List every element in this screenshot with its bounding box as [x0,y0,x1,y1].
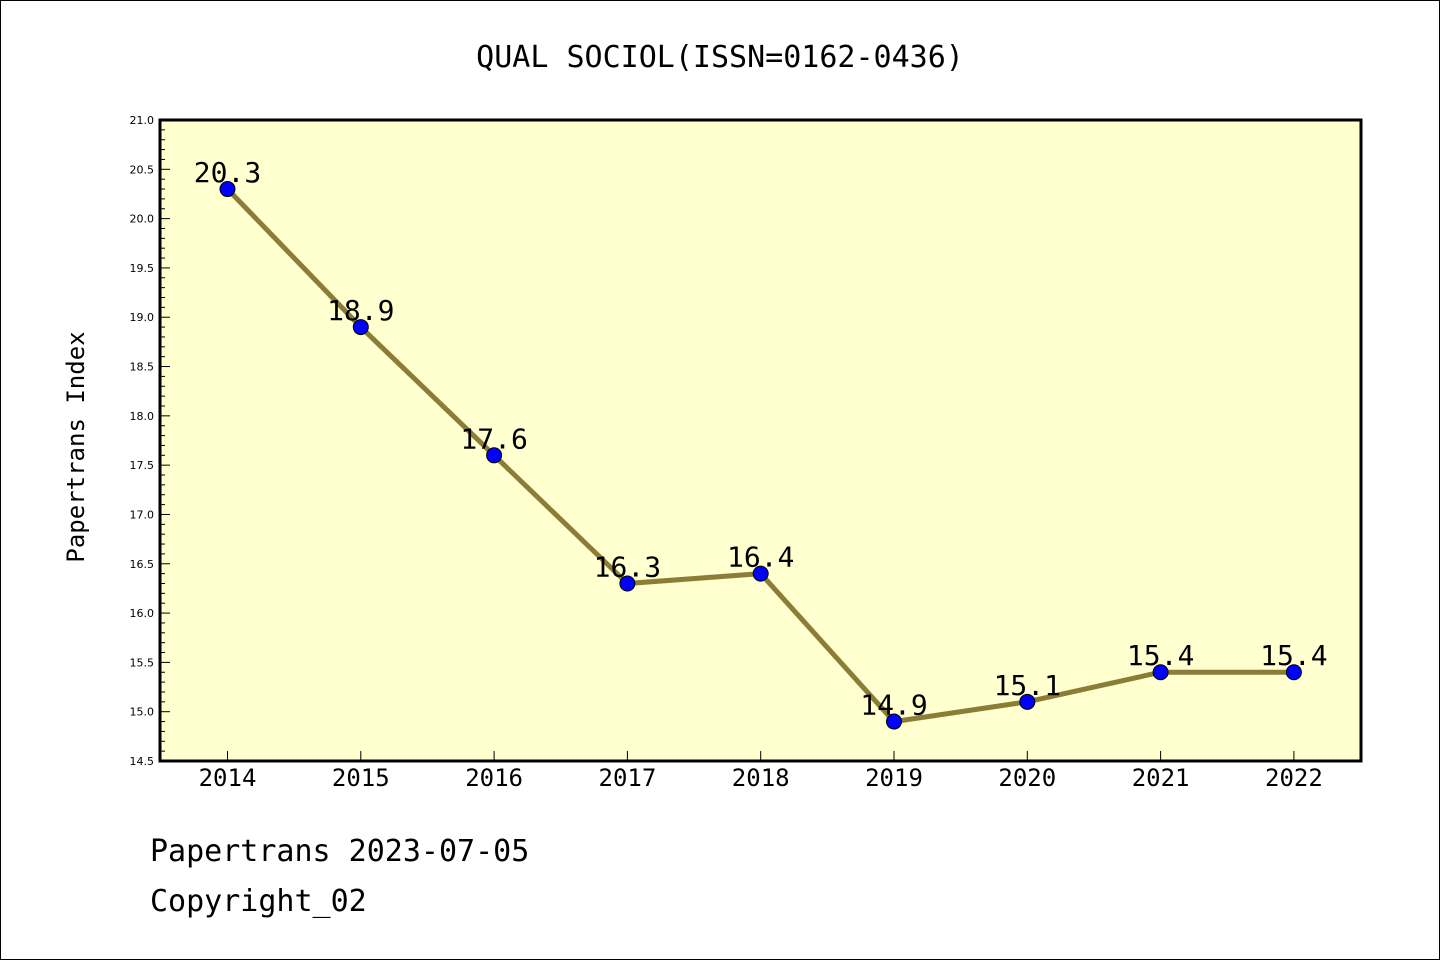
y-tick-label: 16.5 [130,558,155,571]
y-tick-label: 18.5 [130,361,155,374]
data-label: 16.3 [594,550,661,583]
data-point [352,319,369,336]
y-tick-label: 15.0 [130,706,155,719]
footer-copyright-line: Copyright_02 [150,884,367,919]
data-label: 15.4 [1260,639,1327,672]
y-tick-label: 19.0 [130,311,155,324]
data-label: 14.9 [860,689,927,722]
x-tick-label: 2020 [998,764,1056,792]
y-tick-label: 21.0 [130,114,155,127]
x-tick-label: 2019 [865,764,923,792]
data-point [752,565,769,582]
x-tick-label: 2016 [465,764,523,792]
plot-area [158,118,1363,763]
series-markers [219,181,1302,730]
y-tick-label: 20.5 [130,163,155,176]
data-label: 20.3 [194,156,261,189]
data-label: 15.1 [994,669,1061,702]
y-minor-ticks [160,119,170,762]
data-labels: 20.3 18.9 17.6 16.3 16.4 14.9 15.1 15.4 15.4 [194,156,1328,722]
y-tick-label: 20.0 [130,213,155,226]
data-label: 17.6 [460,422,527,455]
data-point [619,575,636,592]
y-tick-label: 17.5 [130,459,155,472]
x-tick-label: 2022 [1265,764,1323,792]
y-tick-label: 19.5 [130,262,155,275]
y-tick-label: 15.5 [130,656,155,669]
y-axis-ticks: 14.5 15.0 15.5 16.0 16.5 17.0 17.5 18.0 18.5 19.0… [130,114,155,768]
y-tick-label: 18.0 [130,410,155,423]
y-tick-label: 17.0 [130,508,155,521]
x-tick-label: 2021 [1132,764,1190,792]
y-axis-label: Papertrans Index [62,331,90,562]
data-point [486,447,503,464]
data-point [1019,693,1036,710]
data-label: 18.9 [327,294,394,327]
data-point [219,181,236,198]
data-label: 16.4 [727,541,794,574]
chart-title: QUAL SOCIOL(ISSN=0162-0436) [476,40,964,75]
data-point [886,713,902,730]
y-tick-label: 14.5 [130,755,155,768]
data-point [1285,664,1302,681]
x-tick-label: 2017 [599,764,657,792]
data-point [1152,664,1169,681]
x-tick-label: 2015 [332,764,390,792]
data-label: 15.4 [1127,639,1194,672]
y-tick-label: 16.0 [130,607,155,620]
x-axis-ticks: 2014 2015 2016 2017 2018 2019 2020 2021 2022 [199,751,1323,792]
x-tick-label: 2014 [199,764,257,792]
footer-date-line: Papertrans 2023-07-05 [150,834,530,869]
x-tick-label: 2018 [732,764,790,792]
